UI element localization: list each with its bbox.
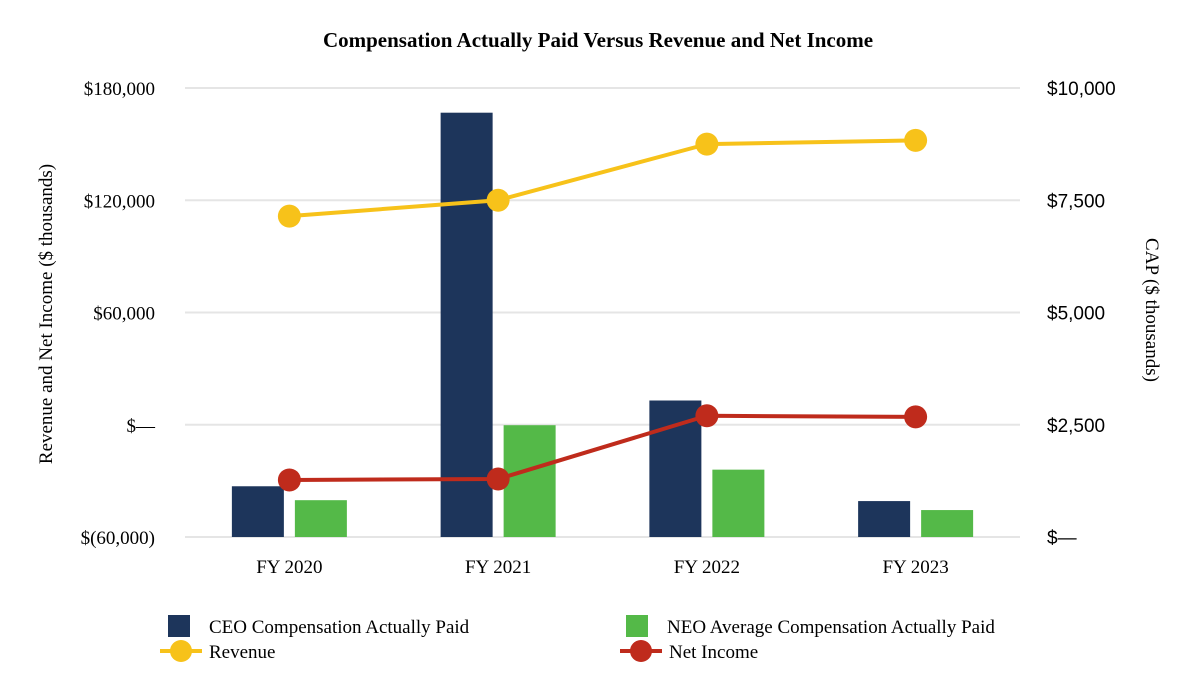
gridlines: [185, 88, 1020, 537]
compensation-chart: Compensation Actually Paid Versus Revenu…: [0, 0, 1200, 700]
legend-item: Revenue: [160, 640, 275, 663]
right-tick-label: $2,500: [1047, 416, 1105, 437]
left-axis-ticks: $180,000 $120,000 $60,000 $— $(60,000): [81, 79, 156, 549]
x-tick-label: FY 2022: [674, 557, 740, 578]
legend-swatch: [168, 615, 190, 637]
left-tick-label: $(60,000): [81, 528, 155, 549]
ceo-cap-bar: [441, 113, 493, 537]
legend-marker: [630, 640, 652, 662]
right-tick-label: $10,000: [1047, 79, 1116, 100]
bar-series: [232, 113, 973, 537]
neo-cap-bar: [712, 470, 764, 537]
x-tick-label: FY 2021: [465, 557, 531, 578]
revenue-line: [289, 140, 915, 216]
x-tick-label: FY 2023: [882, 557, 948, 578]
legend-label: CEO Compensation Actually Paid: [209, 617, 470, 638]
legend-swatch: [626, 615, 648, 637]
legend-label: Net Income: [669, 642, 758, 663]
left-axis-label: Revenue and Net Income ($ thousands): [36, 164, 57, 464]
legend-label: Revenue: [209, 642, 275, 663]
neo-cap-bar: [504, 425, 556, 537]
chart-title: Compensation Actually Paid Versus Revenu…: [323, 28, 873, 52]
left-tick-label: $180,000: [84, 79, 155, 100]
legend-label: NEO Average Compensation Actually Paid: [667, 617, 995, 638]
ceo-cap-bar: [858, 501, 910, 537]
ceo-cap-bar: [232, 486, 284, 537]
right-axis-label: CAP ($ thousands): [1141, 238, 1162, 382]
net-income-point: [904, 405, 927, 428]
left-tick-label: $—: [127, 416, 157, 437]
legend-item: CEO Compensation Actually Paid: [168, 615, 470, 638]
neo-cap-bar: [921, 510, 973, 537]
revenue-point: [278, 205, 301, 228]
left-tick-label: $60,000: [93, 304, 155, 325]
legend-marker: [170, 640, 192, 662]
right-tick-label: $—: [1047, 528, 1077, 549]
line-series: [278, 129, 927, 492]
revenue-point: [904, 129, 927, 152]
legend-item: NEO Average Compensation Actually Paid: [626, 615, 995, 638]
neo-cap-bar: [295, 500, 347, 537]
left-tick-label: $120,000: [84, 191, 155, 212]
x-axis-ticks: FY 2020 FY 2021 FY 2022 FY 2023: [256, 557, 949, 578]
right-tick-label: $7,500: [1047, 191, 1105, 212]
right-axis-ticks: $10,000 $7,500 $5,000 $2,500 $—: [1047, 79, 1116, 549]
net-income-point: [278, 468, 301, 491]
legend-item: Net Income: [620, 640, 758, 663]
revenue-point: [695, 133, 718, 156]
legend: CEO Compensation Actually Paid NEO Averag…: [160, 615, 995, 663]
revenue-point: [487, 189, 510, 212]
net-income-point: [487, 468, 510, 491]
net-income-point: [695, 404, 718, 427]
right-tick-label: $5,000: [1047, 304, 1105, 325]
x-tick-label: FY 2020: [256, 557, 322, 578]
